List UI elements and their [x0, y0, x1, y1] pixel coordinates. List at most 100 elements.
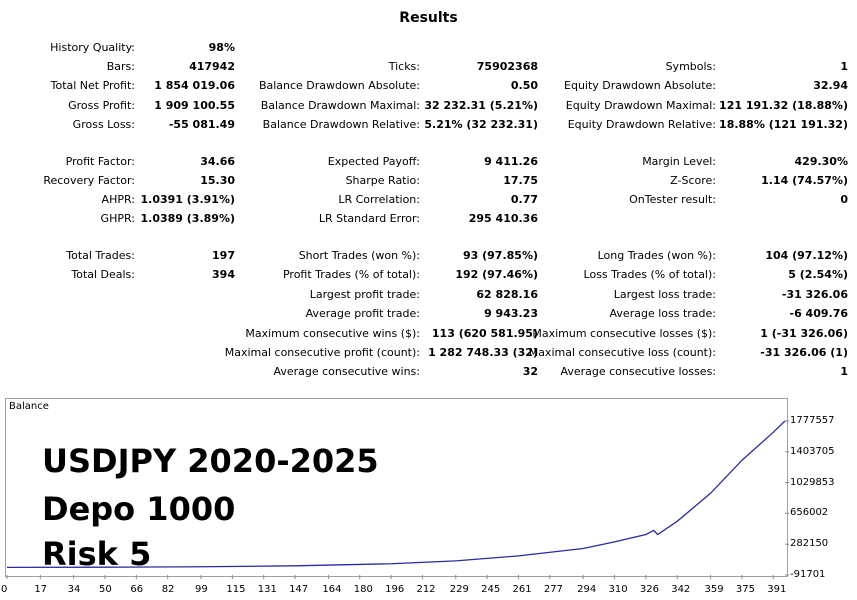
x-tick-label: 294: [577, 584, 597, 595]
col1-value: 34.66: [200, 155, 235, 168]
col2-label: Average consecutive wins:: [273, 365, 420, 378]
col2-label: Average profit trade:: [305, 307, 420, 320]
col3-label: Average loss trade:: [609, 307, 716, 320]
col1-label: History Quality:: [50, 41, 135, 54]
col3-label: Largest loss trade:: [613, 288, 716, 301]
overlay-symbol-period: USDJPY 2020-2025: [42, 442, 379, 480]
x-tick-label: 99: [195, 584, 208, 595]
col2-value: 113 (620 581.95): [431, 327, 538, 340]
x-tick-label: 0: [1, 584, 8, 595]
col1-value: 1 909 100.55: [154, 99, 235, 112]
x-tick-label: 131: [257, 584, 277, 595]
col1-value: 394: [212, 268, 235, 281]
col1-value: 1 854 019.06: [154, 79, 235, 92]
col1-label: GHPR:: [100, 212, 135, 225]
results-title: Results: [399, 10, 458, 26]
col2-value: 192 (97.46%): [455, 268, 538, 281]
col3-value: 1.14 (74.57%): [761, 174, 848, 187]
col3-label: Equity Drawdown Absolute:: [564, 79, 716, 92]
y-tick-label: -91701: [790, 569, 826, 580]
col2-label: Balance Drawdown Relative:: [262, 118, 420, 131]
col1-value: 197: [212, 249, 235, 262]
col2-value: 17.75: [503, 174, 538, 187]
col3-value: 0: [840, 193, 848, 206]
x-tick-label: 147: [289, 584, 309, 595]
col3-label: Loss Trades (% of total):: [583, 268, 716, 281]
y-tick-label: 1403705: [790, 445, 835, 457]
x-tick-label: 50: [98, 584, 112, 595]
col3-value: 32.94: [813, 79, 848, 92]
col2-value: 5.21% (32 232.31): [424, 118, 538, 131]
balance-line: [6, 420, 786, 569]
col2-value: 9 943.23: [484, 307, 538, 320]
col1-value: 15.30: [200, 174, 235, 187]
x-tick-label: 375: [735, 584, 755, 595]
col2-value: 1 282 748.33 (32): [428, 346, 538, 359]
x-tick-label: 115: [226, 584, 246, 595]
col2-value: 0.77: [510, 193, 538, 206]
col1-label: Bars:: [106, 60, 135, 73]
col2-value: 62 828.16: [476, 288, 538, 301]
col3-label: Margin Level:: [642, 155, 716, 168]
col3-value: 5 (2.54%): [788, 268, 848, 281]
col1-label: Gross Loss:: [72, 118, 135, 131]
x-tick-label: 164: [322, 584, 342, 595]
col2-label: Balance Drawdown Maximal:: [260, 99, 420, 112]
col3-label: OnTester result:: [629, 193, 716, 206]
col3-value: 1: [840, 60, 848, 73]
col3-value: 18.88% (121 191.32): [719, 118, 848, 131]
col2-label: Largest profit trade:: [309, 288, 420, 301]
x-tick-label: 261: [512, 584, 532, 595]
col1-value: 98%: [208, 41, 235, 54]
x-tick-label: 391: [767, 584, 787, 595]
col3-value: 1 (-31 326.06): [760, 327, 848, 340]
x-tick-label: 66: [130, 584, 144, 595]
x-tick-label: 342: [671, 584, 691, 595]
col2-value: 32 232.31 (5.21%): [424, 99, 538, 112]
col1-label: Recovery Factor:: [43, 174, 135, 187]
col1-label: Gross Profit:: [68, 99, 135, 112]
col1-value: 1.0389 (3.89%): [140, 212, 236, 225]
y-tick-label: 656002: [790, 507, 829, 519]
col3-value: -6 409.76: [789, 307, 849, 320]
col3-label: Maximum consecutive losses ($):: [532, 327, 716, 340]
overlay-deposit: Depo 1000: [42, 490, 236, 528]
col2-value: 0.50: [510, 79, 538, 92]
col1-label: Profit Factor:: [65, 155, 135, 168]
y-tick-label: 282150: [790, 538, 829, 550]
col3-value: 429.30%: [794, 155, 848, 168]
y-tick-label: 1777557: [790, 415, 835, 426]
col2-label: Profit Trades (% of total):: [282, 268, 420, 281]
x-tick-label: 326: [639, 584, 659, 595]
x-tick-label: 34: [67, 584, 81, 595]
col3-label: Average consecutive losses:: [560, 365, 716, 378]
col1-label: Total Trades:: [66, 249, 135, 262]
col3-label: Long Trades (won %):: [597, 249, 716, 262]
col1-value: 417942: [189, 60, 235, 73]
balance-graph: Balance: [5, 398, 788, 577]
col3-label: Symbols:: [665, 60, 716, 73]
col2-value: 295 410.36: [468, 212, 538, 225]
x-tick-label: 229: [449, 584, 469, 595]
y-tick-label: 1029853: [790, 476, 835, 488]
col2-label: Ticks:: [388, 60, 420, 73]
col3-value: -31 326.06 (1): [760, 346, 848, 359]
col1-value: -55 081.49: [168, 118, 235, 131]
col3-value: 1: [840, 365, 848, 378]
x-tick-label: 277: [543, 584, 563, 595]
col1-label: Total Deals:: [71, 268, 135, 281]
x-tick-label: 180: [353, 584, 373, 595]
col3-value: -31 326.06: [781, 288, 848, 301]
col1-label: Total Net Profit:: [50, 79, 135, 92]
col3-value: 121 191.32 (18.88%): [719, 99, 848, 112]
col2-label: Maximal consecutive profit (count):: [224, 346, 420, 359]
col2-value: 75902368: [476, 60, 538, 73]
x-tick-label: 82: [161, 584, 175, 595]
col2-label: Balance Drawdown Absolute:: [258, 79, 420, 92]
col2-label: LR Correlation:: [338, 193, 420, 206]
col3-value: 104 (97.12%): [765, 249, 848, 262]
col2-value: 32: [522, 365, 538, 378]
col2-value: 93 (97.85%): [462, 249, 538, 262]
x-tick-label: 212: [416, 584, 436, 595]
